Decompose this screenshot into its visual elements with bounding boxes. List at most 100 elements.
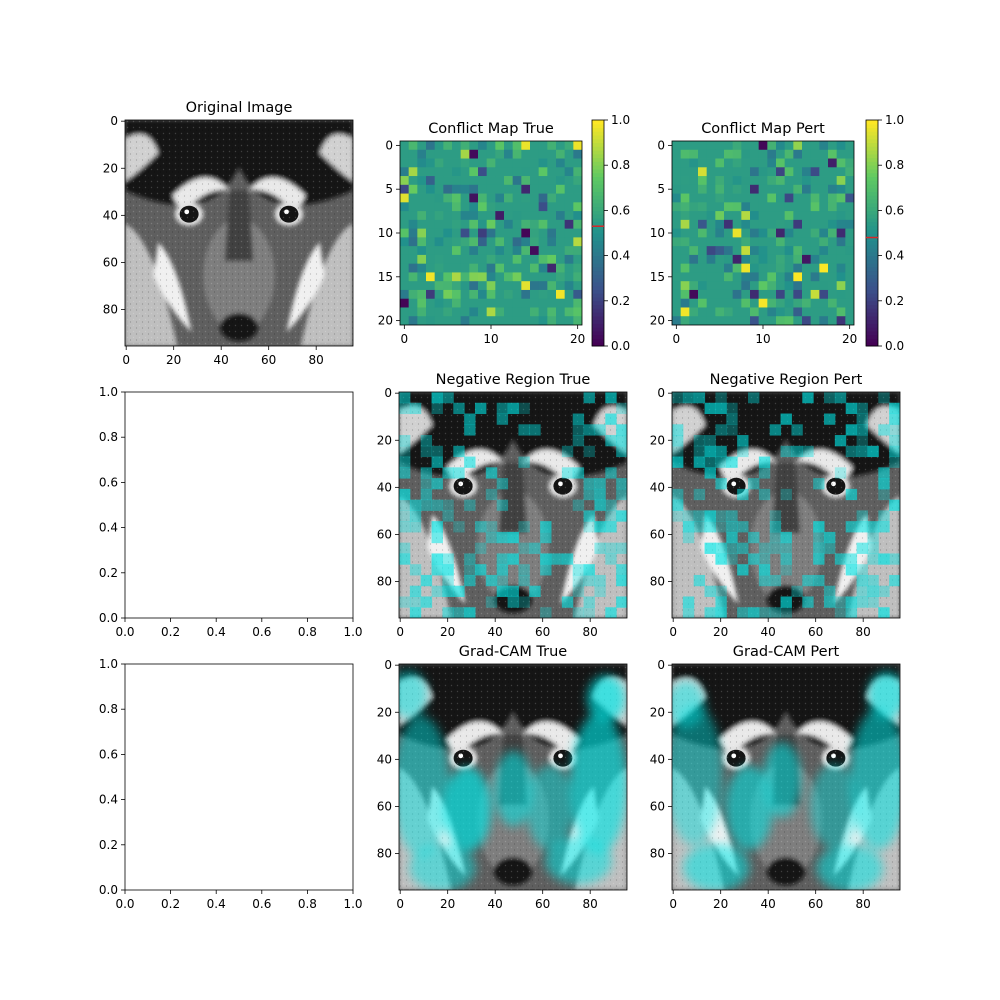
heatmap-cell xyxy=(845,211,854,221)
heatmap-cell xyxy=(495,237,505,247)
heatmap-cell xyxy=(810,202,820,212)
colorbar-tick-label: 0.8 xyxy=(885,158,904,172)
heatmap-cell xyxy=(715,167,725,177)
heatmap-cell xyxy=(547,289,557,300)
heatmap-cell xyxy=(802,219,812,230)
heatmap-cell xyxy=(784,316,794,325)
heatmap-cell xyxy=(573,237,582,247)
panel-middle-left: 0.0 0.2 0.4 0.6 0.8 1.0 0.0 0.2 0.4 0.6 0.8 1.0 xyxy=(99,385,363,639)
heatmap-cell xyxy=(408,298,418,308)
heatmap-cell xyxy=(672,184,682,194)
heatmap-cell xyxy=(828,219,838,230)
heatmap-cell xyxy=(776,167,786,177)
heatmap-cell xyxy=(672,272,682,282)
heatmap-cell xyxy=(776,228,786,238)
heatmap-cell xyxy=(715,141,725,151)
heatmap-cell xyxy=(836,254,846,265)
heatmap-cell xyxy=(417,237,427,247)
y-tick-label: 20 xyxy=(377,433,392,447)
heatmap-cell xyxy=(564,141,574,151)
heatmap-cell xyxy=(469,263,479,273)
heatmap-cell xyxy=(400,237,410,247)
heatmap-cell xyxy=(469,289,479,300)
heatmap-cell xyxy=(486,193,496,203)
heatmap-cell xyxy=(689,281,699,291)
heatmap-cell xyxy=(680,281,690,291)
heatmap-cell xyxy=(556,184,566,194)
heatmap-cell xyxy=(400,141,410,151)
heatmap-cell xyxy=(845,193,854,203)
heatmap-cell xyxy=(724,254,734,265)
heatmap-cell xyxy=(836,219,846,230)
heatmap-cell xyxy=(478,307,488,317)
heatmap-cell xyxy=(504,272,514,282)
heatmap-cell xyxy=(530,272,540,282)
heatmap-cell xyxy=(689,219,699,230)
heatmap-cell xyxy=(750,307,760,317)
heatmap-cell xyxy=(504,316,514,325)
x-tick-label: 60 xyxy=(808,625,823,639)
heatmap-cell xyxy=(460,202,470,212)
heatmap-cell xyxy=(689,254,699,265)
heatmap-cell xyxy=(793,193,803,203)
axes-frame xyxy=(124,391,354,619)
heatmap-cell xyxy=(819,316,829,325)
heatmap-cell xyxy=(460,254,470,265)
heatmap-cell xyxy=(573,202,582,212)
heatmap-cell xyxy=(828,141,838,151)
heatmap-cell xyxy=(417,176,427,186)
heatmap-cell xyxy=(672,219,682,230)
heatmap-cell xyxy=(426,316,436,325)
heatmap-cell xyxy=(417,281,427,291)
heatmap-cell xyxy=(452,289,462,300)
heatmap-cell xyxy=(443,237,453,247)
heatmap-cell xyxy=(732,263,742,273)
heatmap-cell xyxy=(512,237,522,247)
heatmap-cell xyxy=(426,246,436,256)
heatmap-cell xyxy=(732,149,742,159)
heatmap-cell xyxy=(564,193,574,203)
heatmap-cell xyxy=(434,193,444,203)
heatmap-cell xyxy=(417,141,427,151)
heatmap-cell xyxy=(758,298,768,308)
heatmap-cell xyxy=(828,184,838,194)
heatmap-cell xyxy=(784,202,794,212)
heatmap-cell xyxy=(469,176,479,186)
heatmap-cell xyxy=(793,219,803,230)
colorbar-tick-label: 0.6 xyxy=(885,203,904,217)
heatmap-cell xyxy=(547,298,557,308)
heatmap-cell xyxy=(836,246,846,256)
heatmap-cell xyxy=(680,254,690,265)
dog-face-image xyxy=(125,120,353,346)
heatmap-cell xyxy=(741,263,751,273)
heatmap-cell xyxy=(689,193,699,203)
heatmap-cell xyxy=(672,281,682,291)
heatmap-cell xyxy=(793,202,803,212)
heatmap-cell xyxy=(530,158,540,168)
heatmap-cell xyxy=(810,281,820,291)
heatmap-cell xyxy=(408,246,418,256)
heatmap-cell xyxy=(845,202,854,212)
heatmap-cell xyxy=(706,219,716,230)
heatmap-cell xyxy=(750,228,760,238)
y-tick-label: 80 xyxy=(650,575,665,589)
heatmap-cell xyxy=(758,307,768,317)
heatmap-cell xyxy=(741,307,751,317)
heatmap-cell xyxy=(434,272,444,282)
heatmap-cell xyxy=(724,158,734,168)
heatmap-cell xyxy=(819,272,829,282)
heatmap-cell xyxy=(530,254,540,265)
heatmap-cell xyxy=(680,184,690,194)
heatmap-cell xyxy=(486,228,496,238)
heatmap-cell xyxy=(698,254,708,265)
heatmap-cell xyxy=(460,176,470,186)
heatmap-cell xyxy=(512,202,522,212)
heatmap-cell xyxy=(469,184,479,194)
heatmap-cell xyxy=(495,272,505,282)
x-tick-label: 80 xyxy=(856,897,871,911)
heatmap-cell xyxy=(784,193,794,203)
x-tick-label: 80 xyxy=(856,625,871,639)
heatmap-cell xyxy=(819,281,829,291)
x-tick-label: 0.2 xyxy=(161,625,180,639)
heatmap-cell xyxy=(750,254,760,265)
